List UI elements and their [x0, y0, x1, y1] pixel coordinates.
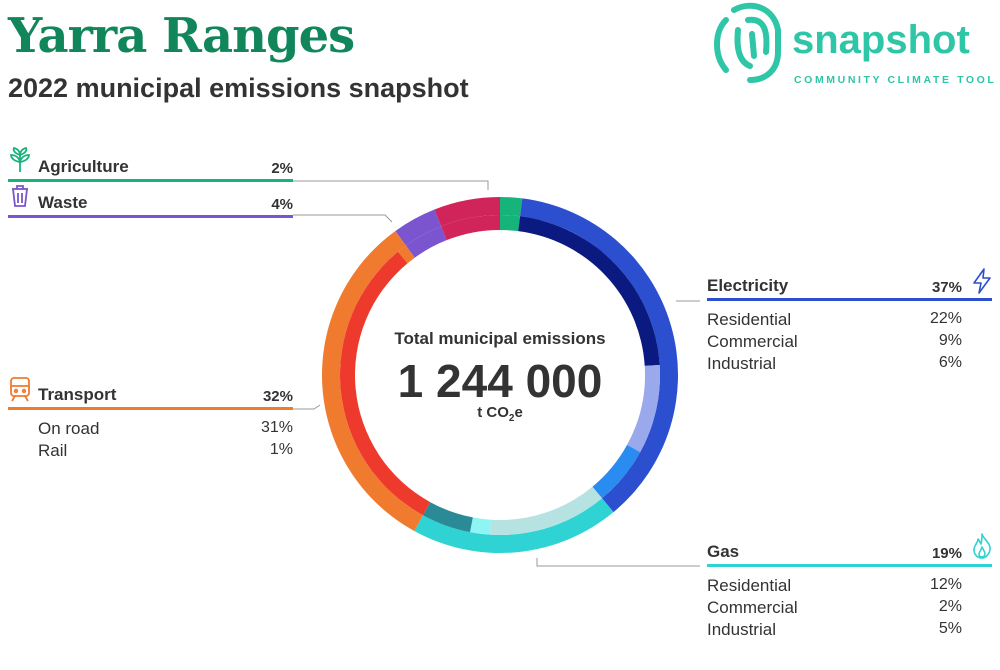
donut-subslice-gas-2 [470, 517, 491, 535]
flame-icon [973, 533, 991, 559]
center-unit: t CO2e [477, 404, 523, 424]
lightning-icon [973, 268, 991, 294]
donut-subslice-electricity-3 [592, 444, 641, 499]
subsector-row: Industrial 5% [707, 620, 962, 639]
donut-subslice-transport-1 [340, 251, 431, 516]
subsector-row: Residential 22% [707, 310, 962, 329]
donut-inner-waste [405, 226, 447, 258]
donut-inner-agriculture [500, 215, 521, 232]
sector-label: Gas [707, 542, 740, 561]
subsector-row: Industrial 6% [707, 354, 962, 373]
sector-electricity: Electricity 37% [707, 275, 992, 301]
sector-label: Waste [38, 193, 88, 212]
waste-bin-icon [12, 185, 28, 207]
donut-subslice-electricity-2 [627, 364, 660, 453]
fingerprint-logo-icon [714, 2, 781, 83]
subsector-row: Commercial 2% [707, 598, 962, 617]
logo-tagline: COMMUNITY CLIMATE TOOL [794, 74, 997, 86]
page-subtitle: 2022 municipal emissions snapshot [8, 73, 469, 103]
sector-percent: 32% [262, 388, 293, 405]
donut-slice-waste [395, 209, 442, 246]
donut-slice-agriculture [500, 197, 523, 217]
subsector-row: Rail 1% [38, 441, 293, 460]
sector-label: Electricity [707, 276, 789, 295]
page-title: Yarra Ranges [8, 8, 355, 64]
donut-slice-electricity [520, 198, 679, 513]
sector-agriculture: Agriculture 2% [8, 156, 293, 182]
subsector-row: Residential 12% [707, 576, 962, 595]
center-total-value: 1 244 000 [397, 355, 603, 407]
subsector-row: On road 31% [38, 419, 293, 438]
sector-waste: Waste 4% [8, 192, 293, 218]
donut-subslice-electricity-1 [518, 216, 660, 366]
logo-wordmark: snapshot [792, 18, 970, 62]
sector-label: Agriculture [38, 157, 129, 176]
donut-inner-other [441, 215, 500, 241]
train-icon [10, 377, 30, 402]
donut-subslice-transport-2 [398, 245, 415, 264]
center-label: Total municipal emissions [394, 329, 606, 348]
sector-transport: Transport 32% [8, 384, 293, 410]
sector-percent: 37% [931, 279, 962, 296]
leader-line-waste [293, 214, 393, 223]
sector-gas: Gas 19% [707, 541, 992, 567]
sector-percent: 19% [931, 545, 962, 562]
donut-subslice-gas-3 [422, 502, 473, 533]
snapshot-logo: snapshot COMMUNITY CLIMATE TOOL [712, 0, 1000, 92]
leader-line-transport [293, 404, 321, 410]
donut-slice-other [434, 197, 500, 227]
leader-line-gas [536, 558, 700, 567]
sector-percent: 4% [271, 196, 293, 213]
leaf-icon [10, 147, 30, 172]
donut-subslice-gas-1 [489, 486, 602, 535]
subsector-row: Commercial 9% [707, 332, 962, 351]
leader-line-agriculture [293, 180, 489, 190]
donut-slice-transport [321, 230, 423, 531]
donut-slice-gas [414, 498, 614, 553]
sector-percent: 2% [271, 160, 293, 177]
sector-label: Transport [38, 385, 117, 404]
